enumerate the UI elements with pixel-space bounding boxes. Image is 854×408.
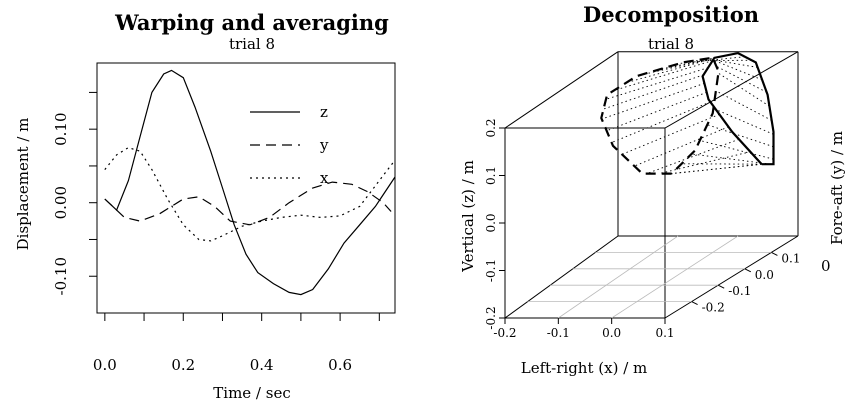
chart1-plot-frame — [96, 62, 396, 314]
chart1-legend-label-y: y — [319, 136, 329, 154]
chart2-surface-line — [713, 108, 774, 135]
chart2-x-tick-label: -0.2 — [493, 326, 516, 340]
chart1-series — [104, 69, 395, 296]
chart1-x-axis-label: Time / sec — [213, 384, 290, 402]
chart2-surface-line — [639, 54, 730, 76]
chart2-series-0-line — [701, 51, 775, 166]
chart2-surface-line — [716, 65, 767, 93]
chart1-y-tick-label: 0.10 — [52, 112, 70, 145]
chart2-surface-line — [634, 126, 729, 167]
chart2-surface-line — [605, 67, 709, 100]
chart1-x-ticks: 0.0 0.2 0.4 0.6 — [93, 313, 380, 374]
chart2-z-tick-label: 0.0 — [484, 213, 498, 232]
chart2-surface-dots — [601, 52, 774, 175]
chart1-legend-label-z: z — [320, 103, 328, 121]
chart1-y-ticks: -0.10 0.00 0.10 — [52, 91, 97, 295]
chart2-surface-line — [646, 138, 740, 175]
chart2-title: Decomposition — [583, 2, 759, 27]
chart2-z-tick-label: -0.2 — [484, 306, 498, 329]
chart2-floor-grid — [527, 235, 772, 319]
chart2-surface-line — [699, 139, 774, 160]
chart1-series-y-line — [104, 181, 392, 226]
chart2-z-tick-label: -0.1 — [484, 259, 498, 282]
chart2-grid-line — [611, 235, 739, 319]
chart2-x-tick-label: 0.1 — [655, 326, 674, 340]
chart2-y-tick-label: 0.1 — [781, 251, 800, 265]
chart2-surface-line — [621, 113, 720, 155]
chart2-y-tick-mark — [691, 301, 698, 306]
chart2-y-tick-mark — [717, 284, 725, 289]
chart2-surface-line — [718, 72, 770, 107]
chart1-title: Warping and averaging — [114, 10, 389, 35]
chart2-surface-line — [601, 82, 705, 120]
chart2-surface-line — [707, 124, 774, 148]
chart2-y-tick-mark — [744, 268, 752, 273]
chart2-ticks: -0.2 -0.1 0.0 0.1-0.2-0.10.00.1-0.2-0.10.00… — [484, 118, 800, 340]
chart-warping: Warping and averaging trial 8 0.0 0.2 0.4 0… — [14, 10, 396, 402]
chart1-x-tick-label: 0.0 — [93, 356, 117, 374]
chart2-surface-line — [671, 163, 762, 175]
chart1-legend: zyx — [250, 103, 329, 187]
chart2-y-tick-mark — [771, 251, 778, 256]
chart2-surface-line — [606, 91, 707, 132]
chart2-x-tick-label: 0.0 — [602, 326, 621, 340]
chart2-box-edge — [504, 235, 619, 319]
chart2-y-tick-label: 0.0 — [755, 268, 774, 282]
chart2-z-tick-label: 0.1 — [484, 166, 498, 185]
chart2-subtitle: trial 8 — [648, 35, 694, 53]
chart2-box-edge — [664, 51, 799, 129]
chart2-box-edge — [504, 51, 619, 129]
chart2-x-axis-label: Left-right (x) / m — [521, 359, 648, 377]
chart2-z-tick-label: 0.2 — [484, 118, 498, 137]
chart2-surface-line — [715, 90, 772, 121]
chart2-grid-line — [558, 235, 679, 319]
chart2-box-edge — [664, 235, 799, 319]
chart1-subtitle: trial 8 — [229, 35, 275, 53]
chart1-x-tick-label: 0.2 — [171, 356, 195, 374]
chart2-y-tick-label: -0.2 — [702, 301, 725, 315]
chart2-surface-line — [611, 101, 711, 143]
chart2-surface-line — [613, 60, 713, 91]
chart2-box — [504, 51, 799, 319]
chart2-x-tick-label: -0.1 — [547, 326, 570, 340]
chart2-series-1-line — [600, 56, 720, 175]
chart2-y-tick-label: -0.1 — [728, 284, 751, 298]
chart-decomposition: Decomposition trial 8 -0.2 -0.1 0.0 0.1-0.2… — [459, 2, 846, 377]
chart1-x-tick-label: 0.6 — [328, 356, 352, 374]
chart1-legend-label-x: x — [320, 169, 329, 187]
chart2-surface-line — [659, 151, 751, 175]
chart1-series-x-line — [104, 146, 395, 242]
chart1-series-z-line — [104, 69, 395, 296]
chart1-y-axis-label: Displacement / m — [14, 118, 32, 251]
chart2-clipped-tick: 0 — [821, 257, 831, 275]
chart1-y-tick-label: -0.10 — [52, 257, 70, 295]
chart2-series — [600, 51, 775, 175]
chart2-y-axis-label: Fore-aft (y) / m — [828, 131, 846, 245]
chart2-surface-line — [603, 74, 704, 110]
chart1-x-tick-label: 0.4 — [250, 356, 274, 374]
chart2-z-axis-label: Vertical (z) / m — [459, 160, 477, 273]
chart1-y-tick-label: 0.00 — [52, 186, 70, 219]
